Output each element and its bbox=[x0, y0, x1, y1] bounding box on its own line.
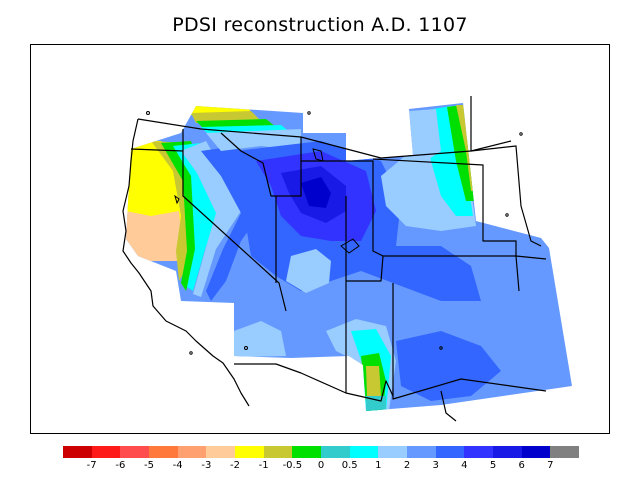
colorbar-swatch bbox=[63, 446, 92, 458]
colorbar-swatch bbox=[206, 446, 236, 458]
colorbar bbox=[63, 446, 580, 458]
colorbar-swatch bbox=[235, 446, 264, 458]
pdsi-contour-4-se bbox=[396, 331, 501, 401]
colorbar-swatch bbox=[321, 446, 350, 458]
great-salt-lake bbox=[340, 238, 360, 254]
map-boundaries bbox=[122, 96, 547, 422]
colorbar-labels: -7 -6 -5 -4 -3 -2 -1 -0.5 0 0.5 1 2 3 4 5 6 7 bbox=[63, 460, 579, 474]
pdsi-contour-lightblue-central bbox=[286, 249, 331, 293]
lake-dot-2 bbox=[519, 132, 523, 136]
colorbar-tick-label: 5 bbox=[489, 460, 497, 471]
island-1 bbox=[146, 111, 150, 115]
border-east bbox=[470, 96, 542, 247]
lake-dot-4 bbox=[439, 346, 443, 350]
colorbar-swatch bbox=[292, 446, 322, 458]
border-mexico bbox=[234, 363, 347, 394]
colorbar-tick-label: 1 bbox=[375, 460, 382, 471]
colorbar-swatch bbox=[177, 446, 207, 458]
colorbar-tick-label: -2 bbox=[230, 460, 240, 471]
map-lakes bbox=[146, 111, 523, 355]
lake-tahoe bbox=[174, 194, 180, 205]
colorbar-tick-label: -4 bbox=[172, 460, 183, 471]
border-canada bbox=[137, 118, 512, 159]
pdsi-contour-7-central bbox=[301, 177, 331, 208]
colorbar-swatch bbox=[91, 446, 121, 458]
colorbar-tick-label: 6 bbox=[518, 460, 525, 471]
colorbar-tick-label: -0.5 bbox=[282, 460, 303, 471]
colorbar-swatch bbox=[493, 446, 522, 458]
colorbar-tick-label: 0 bbox=[317, 460, 325, 471]
colorbar-swatch bbox=[550, 446, 580, 458]
colorbar-tick-label: 0.5 bbox=[341, 460, 358, 471]
pdsi-map bbox=[122, 96, 572, 422]
colorbar-swatch bbox=[407, 446, 436, 458]
lake-yellowstone bbox=[312, 148, 324, 162]
pdsi-field bbox=[126, 103, 572, 411]
border-nm-tx bbox=[392, 283, 547, 400]
border-ks-ok bbox=[515, 255, 547, 260]
border-mexico-east bbox=[440, 390, 457, 422]
colorbar-swatch bbox=[349, 446, 379, 458]
pdsi-contour-blue-nw bbox=[201, 146, 266, 301]
colorbar-swatch bbox=[149, 446, 178, 458]
map-frame bbox=[30, 44, 610, 434]
colorbar-tick-label: -3 bbox=[201, 460, 212, 471]
colorbar-tick-label: -6 bbox=[115, 460, 126, 471]
pdsi-contour-green-ne bbox=[447, 105, 476, 201]
colorbar-tick-label: 4 bbox=[461, 460, 468, 471]
colorbar-swatch bbox=[378, 446, 408, 458]
border-dakotas bbox=[372, 158, 517, 256]
colorbar-tick-label: 7 bbox=[547, 460, 554, 471]
colorbar-tick-label: -1 bbox=[258, 460, 269, 471]
colorbar-swatch bbox=[521, 446, 551, 458]
lake-dot-1 bbox=[307, 111, 311, 115]
pdsi-contour-green-nw bbox=[161, 141, 201, 291]
pdsi-contour-lightblue-ne-top bbox=[409, 109, 441, 161]
border-az-nm bbox=[345, 281, 394, 402]
colorbar-tick-label: -7 bbox=[86, 460, 97, 471]
colorbar-swatch bbox=[435, 446, 465, 458]
island-2 bbox=[189, 351, 193, 355]
colorbar-swatch bbox=[464, 446, 494, 458]
border-ut-co bbox=[345, 196, 384, 282]
map-title: PDSI reconstruction A.D. 1107 bbox=[172, 14, 468, 36]
border-id-mt bbox=[220, 132, 302, 197]
colorbar-tick-label: 3 bbox=[432, 460, 439, 471]
colorbar-swatch bbox=[120, 446, 150, 458]
colorbar-swatch bbox=[263, 446, 293, 458]
coastline bbox=[122, 118, 250, 407]
island-3 bbox=[244, 346, 248, 350]
border-ca-nv-or bbox=[130, 148, 287, 312]
colorbar-tick-label: -5 bbox=[144, 460, 154, 471]
lake-dot-3 bbox=[505, 213, 509, 217]
border-wy bbox=[301, 160, 384, 257]
colorbar-tick-label: 2 bbox=[403, 460, 411, 471]
